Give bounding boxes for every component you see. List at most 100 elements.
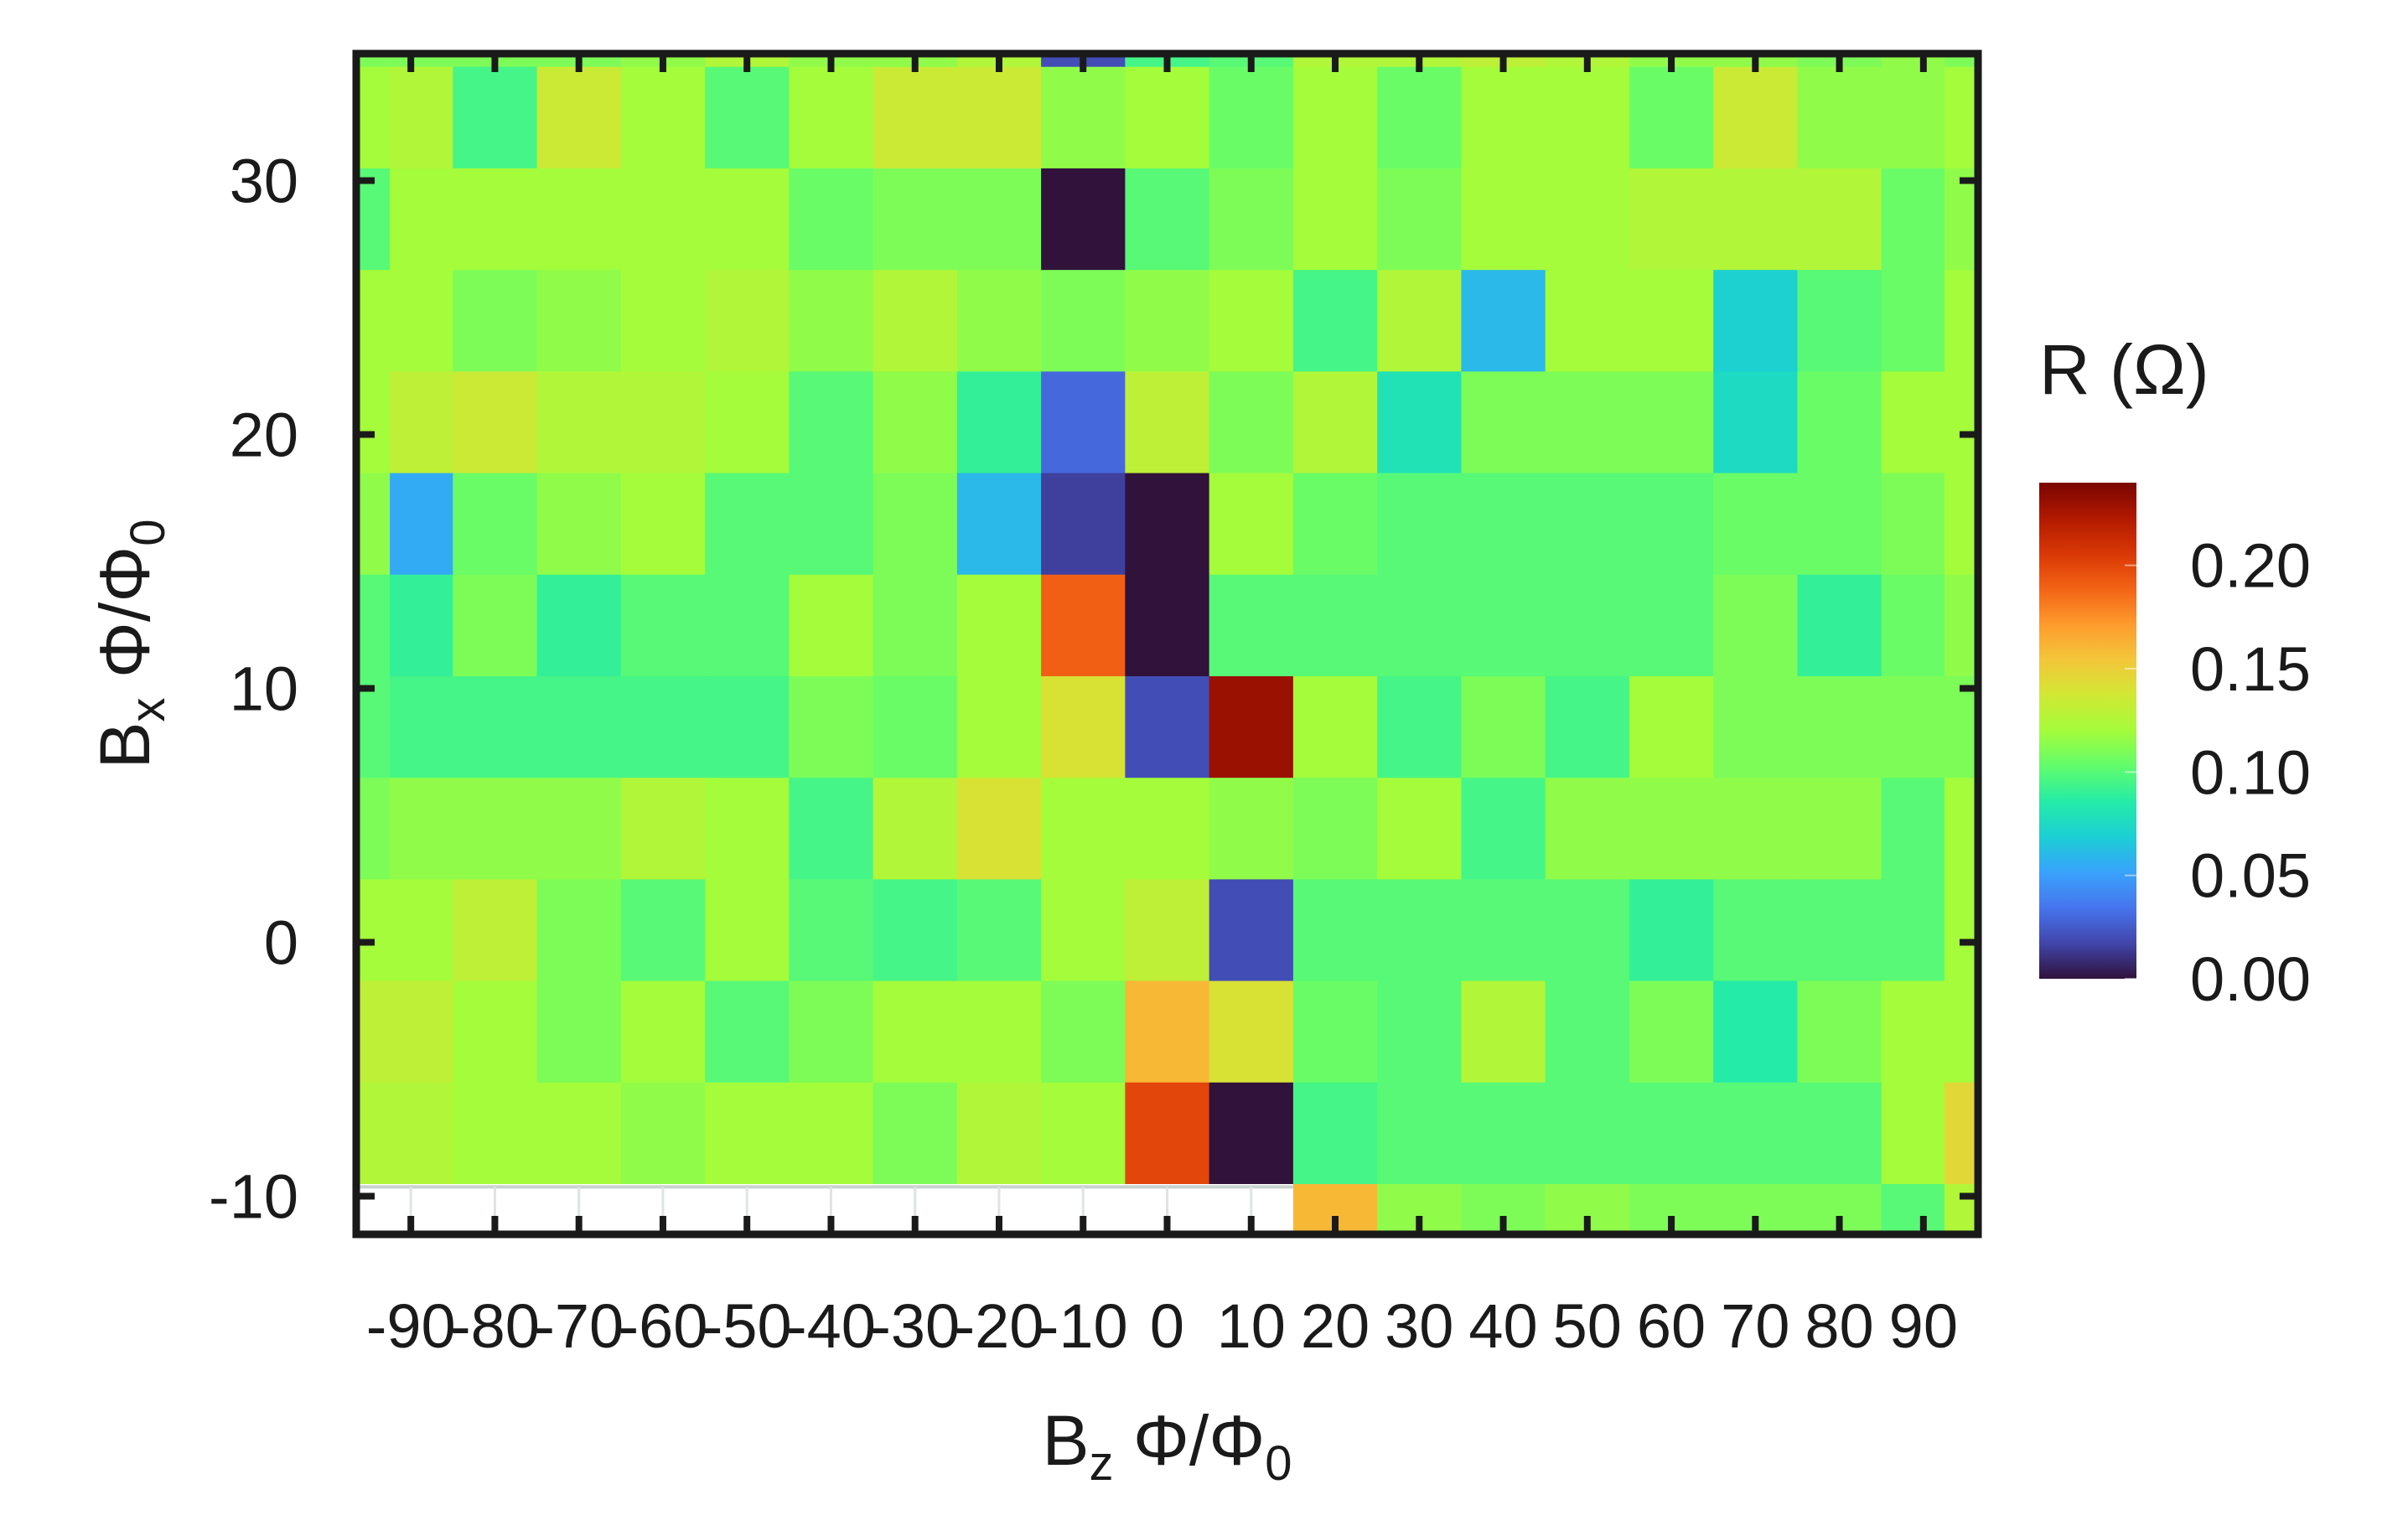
heatmap-cell — [620, 980, 706, 1083]
heatmap-cell — [1545, 574, 1630, 676]
x-tick-label: -60 — [618, 1291, 707, 1361]
heatmap-cell — [1944, 675, 1978, 778]
heatmap-cell — [1377, 777, 1463, 880]
heatmap-cell — [356, 269, 391, 372]
heatmap-cell — [1881, 66, 1945, 168]
heatmap-cell — [1125, 370, 1210, 473]
heatmap-cell — [956, 574, 1042, 676]
heatmap-cell — [705, 980, 790, 1083]
heatmap-cell — [1881, 980, 1945, 1083]
heatmap-cell — [705, 66, 790, 168]
heatmap-cell — [453, 777, 538, 880]
heatmap-cell — [1545, 777, 1630, 880]
heatmap-cell — [356, 777, 391, 880]
heatmap-cell — [390, 574, 453, 676]
heatmap-cell — [1461, 168, 1546, 271]
heatmap-cell — [356, 675, 391, 778]
heatmap-cell — [1209, 66, 1294, 168]
heatmap-cell — [1377, 370, 1463, 473]
heatmap-cell — [1125, 168, 1210, 271]
heatmap-cell — [1041, 168, 1126, 271]
heatmap-cell — [1629, 574, 1714, 676]
heatmap-cell — [1881, 370, 1945, 473]
heatmap-cell — [1545, 370, 1630, 473]
heatmap-cell — [536, 1082, 622, 1184]
heatmap-cell — [453, 1082, 538, 1184]
heatmap-cell — [620, 370, 706, 473]
heatmap-cell — [789, 1082, 874, 1184]
heatmap-cell — [1041, 675, 1126, 778]
heatmap-cell — [620, 1082, 706, 1184]
heatmap-cell — [956, 980, 1042, 1083]
heatmap-cell — [1461, 1082, 1546, 1184]
heatmap-cell — [620, 675, 706, 778]
heatmap-cell — [1944, 370, 1978, 473]
heatmap-cell — [705, 168, 790, 271]
heatmap-cell — [1209, 370, 1294, 473]
heatmap-cell — [1944, 472, 1978, 575]
heatmap-cell — [1461, 878, 1546, 981]
heatmap-cell — [789, 574, 874, 676]
heatmap-cell — [453, 66, 538, 168]
heatmap-cell — [1881, 777, 1945, 880]
x-tick-label: -10 — [1038, 1291, 1128, 1361]
heatmap-cell — [1377, 472, 1463, 575]
heatmap-cell — [620, 777, 706, 880]
heatmap-cell — [1944, 1082, 1978, 1184]
heatmap-cell — [1292, 168, 1378, 271]
heatmap-cell — [956, 269, 1042, 372]
heatmap-cell — [1629, 269, 1714, 372]
x-tick-label: 20 — [1301, 1291, 1370, 1361]
x-tick-label: 30 — [1385, 1291, 1453, 1361]
heatmap-cell — [1041, 66, 1126, 168]
colorbar-tick-label: 0.20 — [2190, 531, 2311, 601]
heatmap-cell — [1881, 878, 1945, 981]
heatmap-cell — [1713, 574, 1799, 676]
heatmap-cell — [1041, 980, 1126, 1083]
heatmap-cell — [453, 675, 538, 778]
x-tick-label: -50 — [702, 1291, 792, 1361]
x-tick-label: 90 — [1889, 1291, 1958, 1361]
heatmap-cell — [1545, 168, 1630, 271]
heatmap-cell — [1125, 675, 1210, 778]
heatmap-cell — [956, 675, 1042, 778]
heatmap-cell — [1713, 878, 1799, 981]
heatmap-cell — [873, 66, 958, 168]
x-axis-title-main: B — [1042, 1401, 1089, 1480]
heatmap-cell — [1292, 574, 1378, 676]
heatmap-cell — [1209, 777, 1294, 880]
heatmap-cell — [620, 472, 706, 575]
heatmap-cell — [1292, 980, 1378, 1083]
colorbar — [2039, 483, 2136, 979]
heatmap-cell — [453, 269, 538, 372]
heatmap-cell — [1797, 675, 1882, 778]
heatmap-cell — [789, 472, 874, 575]
heatmap-cell — [536, 269, 622, 372]
heatmap-cell — [873, 269, 958, 372]
heatmap-cell — [1292, 675, 1378, 778]
heatmap-cell — [1545, 675, 1630, 778]
heatmap-cell — [1125, 574, 1210, 676]
x-axis-title: Bz Φ/Φ0 — [1042, 1401, 1292, 1491]
heatmap-cell — [1461, 574, 1546, 676]
y-axis-title: Bx Φ/Φ0 — [85, 519, 175, 768]
heatmap-cell — [620, 574, 706, 676]
colorbar-tick-label: 0.05 — [2190, 841, 2311, 911]
heatmap-cell — [1944, 574, 1978, 676]
heatmap-cell — [1629, 980, 1714, 1083]
heatmap-cell — [873, 980, 958, 1083]
heatmap-cell — [956, 370, 1042, 473]
heatmap-cell — [1377, 574, 1463, 676]
heatmap-cell — [789, 675, 874, 778]
heatmap-cell — [1713, 370, 1799, 473]
heatmap-cells — [356, 54, 1978, 1234]
heatmap-cell — [873, 370, 958, 473]
heatmap-cell — [1461, 370, 1546, 473]
heatmap-cell — [873, 1082, 958, 1184]
heatmap-cell — [873, 168, 958, 271]
heatmap-cell — [1545, 1082, 1630, 1184]
colorbar-tick-label: 0.15 — [2190, 634, 2311, 704]
heatmap-cell — [356, 980, 391, 1083]
heatmap-cell — [453, 980, 538, 1083]
colorbar-tick-label: 0.00 — [2190, 944, 2311, 1014]
